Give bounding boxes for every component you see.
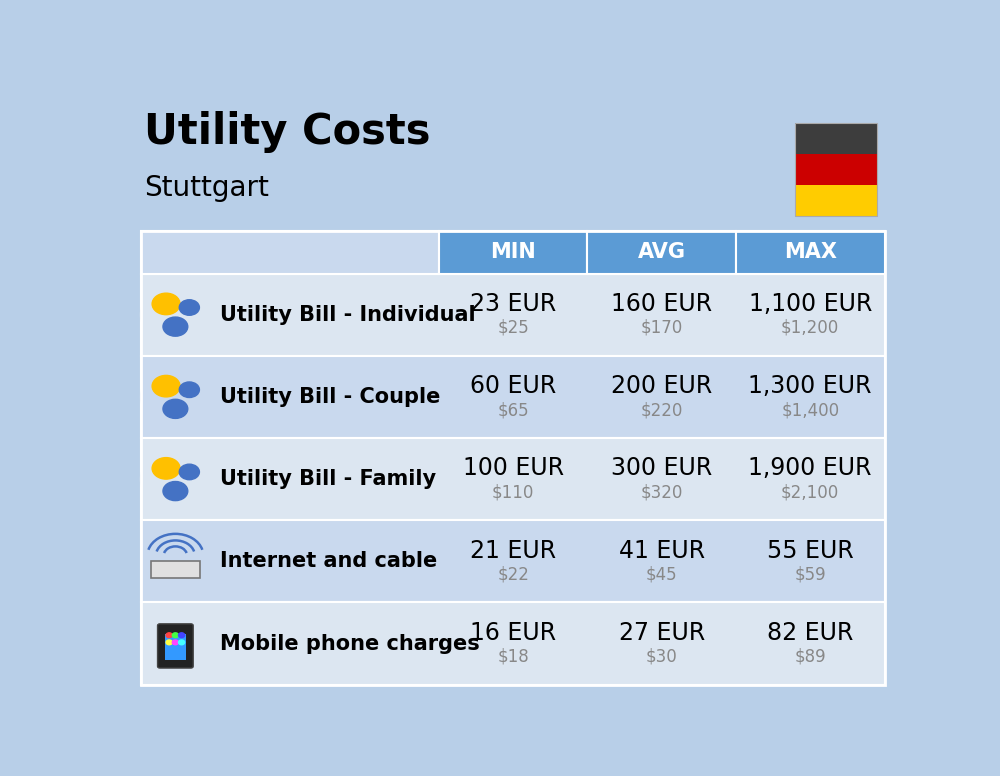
- Circle shape: [178, 640, 185, 645]
- Text: Utility Bill - Family: Utility Bill - Family: [220, 469, 436, 489]
- Circle shape: [152, 293, 180, 315]
- Circle shape: [172, 640, 178, 645]
- Text: Mobile phone charges: Mobile phone charges: [220, 633, 479, 653]
- Text: $89: $89: [794, 648, 826, 666]
- Text: $18: $18: [497, 648, 529, 666]
- Text: $1,200: $1,200: [781, 319, 839, 337]
- Text: $320: $320: [640, 483, 683, 501]
- Text: 1,900 EUR: 1,900 EUR: [748, 456, 872, 480]
- Text: MAX: MAX: [784, 242, 837, 262]
- FancyBboxPatch shape: [795, 154, 877, 185]
- FancyBboxPatch shape: [439, 230, 587, 274]
- Text: $22: $22: [497, 566, 529, 584]
- FancyBboxPatch shape: [140, 230, 439, 274]
- Text: 27 EUR: 27 EUR: [619, 621, 705, 645]
- FancyBboxPatch shape: [165, 634, 186, 660]
- Circle shape: [152, 376, 180, 397]
- Circle shape: [166, 640, 172, 645]
- Text: 55 EUR: 55 EUR: [767, 539, 854, 563]
- Text: 41 EUR: 41 EUR: [619, 539, 705, 563]
- Text: $110: $110: [492, 483, 534, 501]
- Circle shape: [163, 317, 188, 336]
- FancyBboxPatch shape: [140, 438, 885, 520]
- Circle shape: [172, 632, 178, 638]
- Text: 16 EUR: 16 EUR: [470, 621, 556, 645]
- Circle shape: [140, 288, 210, 341]
- Circle shape: [163, 481, 188, 501]
- Text: Utility Bill - Couple: Utility Bill - Couple: [220, 387, 440, 407]
- Circle shape: [140, 370, 210, 424]
- FancyBboxPatch shape: [151, 561, 200, 578]
- Circle shape: [179, 464, 199, 480]
- Text: $2,100: $2,100: [781, 483, 839, 501]
- Text: Internet and cable: Internet and cable: [220, 551, 437, 571]
- FancyBboxPatch shape: [795, 185, 877, 216]
- FancyBboxPatch shape: [140, 602, 885, 684]
- Text: 160 EUR: 160 EUR: [611, 292, 712, 316]
- Text: $220: $220: [640, 401, 683, 419]
- FancyBboxPatch shape: [795, 123, 877, 154]
- Text: 200 EUR: 200 EUR: [611, 374, 712, 398]
- Circle shape: [166, 632, 172, 638]
- Text: 100 EUR: 100 EUR: [463, 456, 564, 480]
- FancyBboxPatch shape: [158, 624, 193, 668]
- Text: 1,100 EUR: 1,100 EUR: [749, 292, 872, 316]
- Circle shape: [163, 400, 188, 418]
- Circle shape: [179, 300, 199, 315]
- Text: Stuttgart: Stuttgart: [144, 174, 269, 202]
- Circle shape: [140, 452, 210, 506]
- Text: $30: $30: [646, 648, 678, 666]
- Text: 23 EUR: 23 EUR: [470, 292, 556, 316]
- Circle shape: [152, 458, 180, 479]
- Text: 300 EUR: 300 EUR: [611, 456, 712, 480]
- FancyBboxPatch shape: [140, 355, 885, 438]
- Circle shape: [179, 382, 199, 397]
- Text: AVG: AVG: [638, 242, 686, 262]
- Text: Utility Bill - Individual: Utility Bill - Individual: [220, 305, 475, 324]
- FancyBboxPatch shape: [587, 230, 736, 274]
- Text: $45: $45: [646, 566, 678, 584]
- FancyBboxPatch shape: [140, 274, 885, 355]
- Text: $25: $25: [497, 319, 529, 337]
- Text: 60 EUR: 60 EUR: [470, 374, 556, 398]
- Text: Utility Costs: Utility Costs: [144, 111, 431, 153]
- FancyBboxPatch shape: [736, 230, 885, 274]
- Text: $59: $59: [794, 566, 826, 584]
- Text: $170: $170: [641, 319, 683, 337]
- Text: 1,300 EUR: 1,300 EUR: [748, 374, 872, 398]
- Text: 21 EUR: 21 EUR: [470, 539, 556, 563]
- Text: $65: $65: [497, 401, 529, 419]
- Text: $1,400: $1,400: [781, 401, 839, 419]
- Text: MIN: MIN: [490, 242, 536, 262]
- Circle shape: [178, 632, 185, 638]
- FancyBboxPatch shape: [140, 520, 885, 602]
- Text: 82 EUR: 82 EUR: [767, 621, 853, 645]
